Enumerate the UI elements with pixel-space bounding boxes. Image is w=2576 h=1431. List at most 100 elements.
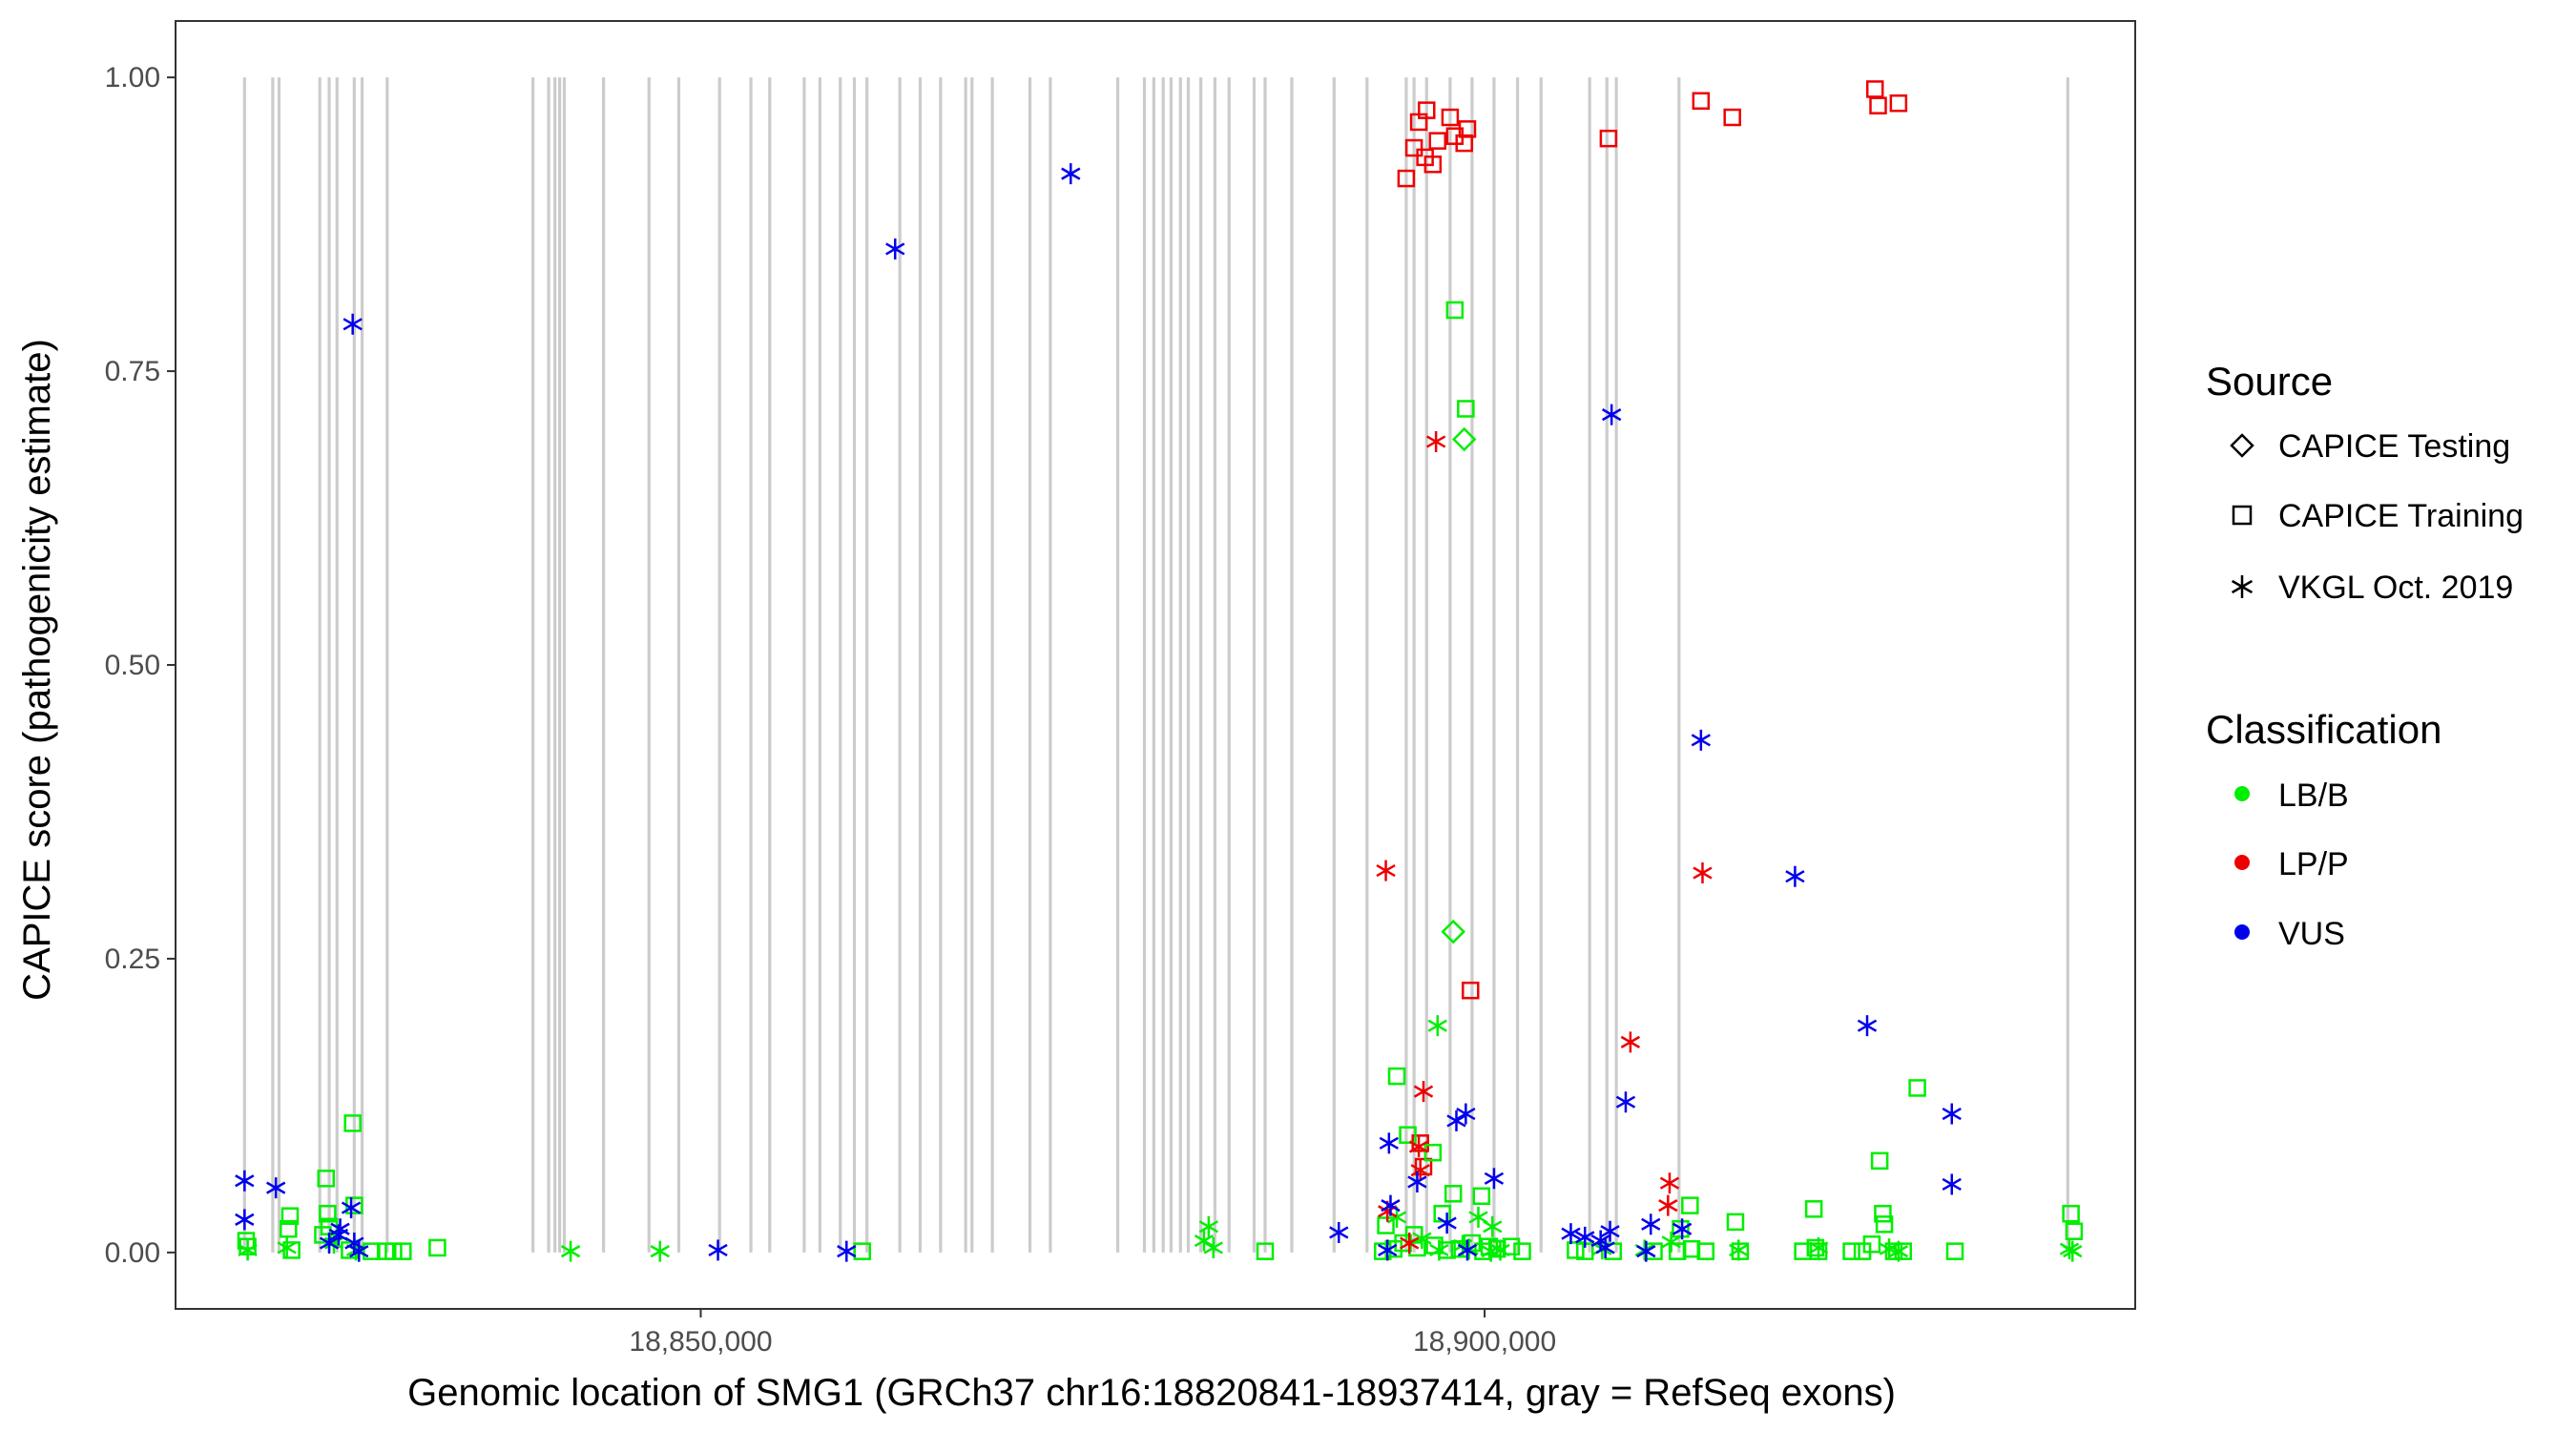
asterisk-point [1378,1239,1398,1261]
square-point [394,1242,412,1260]
square-point [1696,1242,1715,1260]
square-point [1397,169,1416,188]
square-point [1458,120,1477,138]
asterisk-point [1407,1171,1427,1192]
asterisk-point [1408,1136,1429,1158]
square-point [1445,301,1465,320]
asterisk-point [1641,1213,1661,1235]
square-point [317,1170,335,1188]
asterisk-point [1942,1103,1962,1125]
asterisk-point [1785,865,1805,887]
asterisk-point [1413,1081,1434,1103]
square-point [1875,1215,1894,1234]
y-tick-label: 0.25 [105,944,160,975]
green-dot-icon [2234,786,2250,801]
asterisk-point [1575,1226,1595,1248]
asterisk-point [235,1209,255,1231]
asterisk-point [1194,1230,1215,1252]
red-dot-icon [2234,855,2250,870]
asterisk-point [1203,1236,1223,1258]
legend-source-title: Source [2206,359,2333,404]
asterisk-point [1620,1031,1641,1053]
asterisk-point [1729,1239,1749,1261]
asterisk-point [1693,862,1713,884]
asterisk-point [349,1240,369,1262]
square-point [1444,1185,1463,1203]
legend-label-capice-training: CAPICE Training [2278,498,2524,534]
legend-item-capice-testing: CAPICE Testing [2230,428,2510,465]
square-point [1672,1219,1690,1238]
y-tick-label: 0.50 [105,650,160,681]
asterisk-point [1427,1015,1447,1037]
square-point [1945,1242,1964,1260]
square-point [1462,981,1480,1000]
square-point [1869,96,1887,114]
asterisk-point [1429,1239,1449,1261]
square-point [1418,101,1436,119]
square-point [1457,400,1475,418]
legend-label-lp-p: LP/P [2278,846,2349,882]
asterisk-point [1061,163,1081,185]
legend-label-vus: VUS [2278,916,2345,952]
asterisk-point [344,1233,364,1255]
square-point [1731,1242,1750,1260]
square-point [1726,1213,1745,1232]
asterisk-point [1412,1228,1432,1250]
square-point [1908,1079,1926,1097]
asterisk-point [1808,1236,1829,1258]
asterisk-point [1942,1173,1962,1195]
square-point [1487,1239,1506,1258]
diamond-point [1441,919,1465,944]
legend-label-capice-testing: CAPICE Testing [2278,428,2510,465]
legend-item-capice-training: CAPICE Training [2232,498,2524,534]
square-point [1853,1242,1872,1260]
square-point [1423,1143,1443,1162]
square-point [1404,138,1423,157]
asterisk-point [1381,1194,1401,1216]
asterisk-point [1457,1239,1478,1261]
square-point [314,1226,332,1244]
asterisk-point [1376,860,1396,881]
y-tick-label: 0.00 [105,1237,160,1269]
asterisk-point [1490,1239,1510,1261]
asterisk-point [1590,1230,1610,1252]
y-tick-label: 1.00 [105,62,160,93]
asterisk-point [235,1170,255,1192]
asterisk-symbol-icon [2231,575,2254,598]
asterisk-point [341,1197,362,1219]
square-point [1874,1204,1892,1223]
y-tick-label: 0.75 [105,356,160,387]
square-point [1441,108,1460,127]
data-points [235,80,2084,1262]
asterisk-point [266,1177,286,1199]
asterisk-point [238,1239,258,1261]
asterisk-point [2063,1240,2083,1262]
asterisk-point [885,238,905,259]
square-point [1870,1151,1889,1171]
y-axis-title: CAPICE score (pathogenicity estimate) [16,339,58,1001]
square-point [1387,1067,1406,1086]
legend-item-vus: VUS [2234,916,2345,952]
square-point [1472,1187,1491,1206]
x-tick-label: 18,900,000 [1413,1326,1556,1358]
x-axis-title: Genomic location of SMG1 (GRCh37 chr16:1… [407,1372,1896,1414]
asterisk-point [1410,1159,1430,1181]
square-symbol-icon [2232,505,2253,526]
asterisk-point [1484,1168,1505,1190]
square-point [1806,1238,1825,1257]
square-point [1423,156,1443,174]
blue-dot-icon [2234,924,2250,940]
asterisk-point [560,1240,581,1262]
square-point [2065,1222,2084,1240]
legend-classification-title: Classification [2206,707,2441,752]
asterisk-point [1658,1194,1678,1216]
square-point [853,1242,871,1260]
asterisk-point [837,1240,857,1262]
square-point [1692,92,1711,111]
asterisk-point [343,313,363,335]
x-axis: 18,850,000 18,900,000 [629,1309,1556,1358]
asterisk-point [1329,1221,1349,1243]
x-tick-label: 18,850,000 [629,1326,772,1358]
